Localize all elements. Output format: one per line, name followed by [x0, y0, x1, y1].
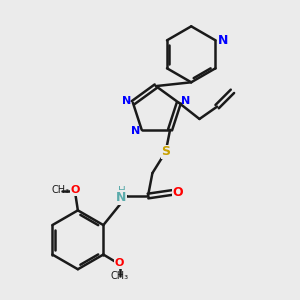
Text: CH₃: CH₃	[52, 185, 70, 195]
Text: H: H	[118, 186, 125, 196]
Text: CH₃: CH₃	[110, 271, 129, 281]
Text: N: N	[130, 126, 140, 136]
Text: S: S	[161, 146, 170, 158]
Text: O: O	[115, 258, 124, 268]
Text: N: N	[181, 96, 190, 106]
Text: N: N	[116, 191, 127, 204]
Text: N: N	[122, 96, 131, 106]
Text: N: N	[218, 34, 228, 47]
Text: O: O	[70, 185, 80, 195]
Text: O: O	[173, 186, 183, 199]
